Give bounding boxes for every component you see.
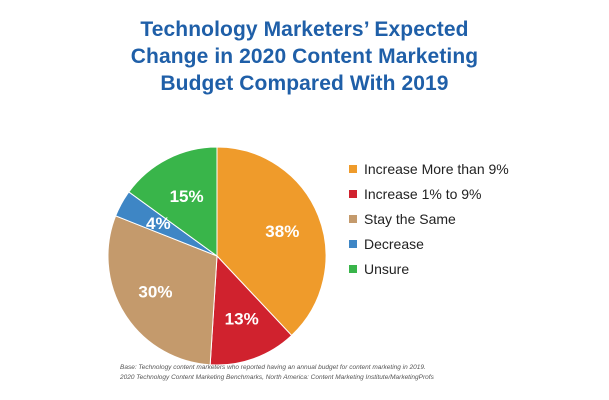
pie-slice-unsure [128,146,218,257]
chart-title: Technology Marketers’ Expected Change in… [0,16,609,97]
legend-label: Increase 1% to 9% [364,185,482,202]
legend-item-increase-1-to-9: Increase 1% to 9% [349,181,509,206]
chart-title-line-3: Budget Compared With 2019 [160,72,449,95]
footnote-source: 2020 Technology Content Marketing Benchm… [120,374,434,381]
legend-swatch [349,264,357,273]
legend-label: Decrease [364,235,424,252]
footnote-base: Base: Technology content marketers who r… [120,364,426,371]
pie-slice-increase-more-than-9 [216,146,327,337]
legend-item-unsure: Unsure [349,256,509,281]
legend-item-increase-more-than-9: Increase More than 9% [349,156,509,181]
legend-swatch [349,164,357,173]
legend-swatch [349,239,357,248]
pie-label-stay-the-same: 30% [138,282,172,301]
footnote: Base: Technology content marketers who r… [120,363,434,383]
legend-label: Stay the Same [364,210,456,227]
pie-slice-increase-1-to-9 [209,254,293,366]
chart-title-line-1: Technology Marketers’ Expected [140,18,469,41]
pie-slice-stay-the-same [107,215,218,366]
pie-data-labels: 38% 13% 30% 4% 15% [138,187,299,329]
legend-item-stay-the-same: Stay the Same [349,206,509,231]
pie-label-decrease: 4% [146,214,171,233]
pie-label-unsure: 15% [170,187,204,206]
legend-swatch [349,214,357,223]
legend-swatch [349,189,357,198]
legend-item-decrease: Decrease [349,231,509,256]
chart-title-line-2: Change in 2020 Content Marketing [130,45,479,68]
pie-label-increase-1-to-9: 13% [225,310,259,329]
legend-label: Unsure [364,260,410,277]
legend: Increase More than 9% Increase 1% to 9% … [349,156,509,281]
legend-label: Increase More than 9% [364,160,509,177]
pie-slices [107,146,327,366]
pie-label-increase-more-than-9: 38% [265,222,299,241]
